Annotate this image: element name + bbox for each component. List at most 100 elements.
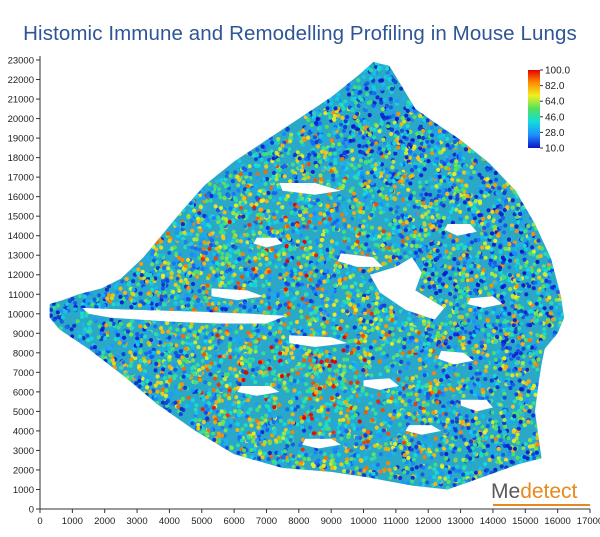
cell-point bbox=[343, 162, 348, 167]
cell-point bbox=[267, 157, 272, 162]
cell-point bbox=[483, 190, 489, 196]
cell-point bbox=[503, 295, 508, 300]
cell-point bbox=[377, 359, 382, 364]
cell-point bbox=[304, 126, 309, 131]
cell-point bbox=[136, 282, 141, 287]
cell-point bbox=[257, 230, 262, 235]
cell-point bbox=[403, 402, 408, 407]
cell-point bbox=[318, 249, 323, 254]
cell-point bbox=[99, 317, 104, 322]
cell-point bbox=[192, 208, 197, 213]
cell-point bbox=[274, 177, 279, 182]
cell-point bbox=[305, 389, 310, 394]
cell-point bbox=[434, 355, 439, 360]
cell-point bbox=[70, 334, 75, 339]
cell-point bbox=[184, 293, 189, 298]
cell-point bbox=[139, 261, 144, 266]
cell-point bbox=[505, 353, 510, 358]
cell-point bbox=[434, 448, 439, 453]
cell-point bbox=[232, 367, 237, 372]
cell-point bbox=[345, 87, 350, 92]
cell-point bbox=[362, 198, 367, 203]
cell-point bbox=[486, 399, 491, 405]
cell-point bbox=[458, 217, 463, 222]
cell-point bbox=[354, 466, 359, 471]
cell-point bbox=[374, 141, 379, 146]
cell-point bbox=[420, 472, 425, 477]
cell-point bbox=[552, 333, 557, 338]
cell-point bbox=[326, 313, 331, 318]
cell-point bbox=[453, 440, 458, 445]
cell-point bbox=[155, 374, 160, 379]
cell-point bbox=[365, 205, 370, 210]
cell-point bbox=[295, 466, 300, 471]
cell-point bbox=[267, 221, 272, 226]
cell-point bbox=[427, 465, 432, 470]
cell-point bbox=[343, 442, 349, 447]
cell-point bbox=[440, 234, 445, 240]
cell-point bbox=[242, 267, 247, 272]
cell-point bbox=[294, 460, 299, 465]
cell-point bbox=[228, 354, 233, 360]
cell-point bbox=[63, 309, 68, 314]
cell-point bbox=[130, 325, 135, 330]
cell-point bbox=[397, 396, 402, 401]
cell-point bbox=[230, 393, 235, 398]
cell-point bbox=[507, 311, 512, 316]
cell-point bbox=[440, 464, 445, 469]
cell-point bbox=[69, 327, 74, 332]
cell-point bbox=[395, 356, 400, 362]
cell-point bbox=[491, 310, 496, 315]
cell-point bbox=[334, 241, 339, 246]
cell-point bbox=[318, 139, 323, 144]
cell-point bbox=[556, 311, 562, 316]
cell-point bbox=[308, 213, 313, 218]
cell-point bbox=[188, 231, 193, 237]
cell-point bbox=[209, 186, 214, 191]
cell-point bbox=[242, 358, 247, 363]
cell-point bbox=[467, 258, 472, 263]
cell-point bbox=[149, 281, 154, 286]
cell-point bbox=[128, 350, 133, 355]
cell-point bbox=[535, 432, 540, 437]
cell-point bbox=[345, 357, 350, 362]
cell-point bbox=[384, 324, 389, 329]
cell-point bbox=[302, 456, 307, 462]
cell-point bbox=[343, 137, 348, 142]
cell-point bbox=[138, 291, 143, 296]
cell-point bbox=[353, 375, 358, 380]
cell-point bbox=[77, 334, 82, 339]
cell-point bbox=[188, 209, 193, 214]
cell-point bbox=[361, 473, 367, 478]
cell-point bbox=[525, 456, 530, 461]
cell-point bbox=[531, 273, 536, 278]
cell-point bbox=[532, 456, 537, 461]
cell-point bbox=[366, 100, 371, 105]
cell-point bbox=[401, 146, 406, 151]
cell-point bbox=[392, 184, 397, 189]
cell-point bbox=[502, 443, 507, 448]
cell-point bbox=[440, 321, 445, 326]
cell-point bbox=[381, 82, 386, 87]
cell-point bbox=[346, 238, 351, 243]
cell-point bbox=[443, 322, 448, 327]
cell-point bbox=[261, 351, 266, 356]
cell-point bbox=[441, 226, 446, 231]
cell-point bbox=[262, 228, 267, 233]
cell-point bbox=[209, 361, 214, 366]
cell-point bbox=[420, 284, 425, 289]
cell-point bbox=[511, 314, 516, 319]
cell-point bbox=[261, 293, 266, 299]
cell-point bbox=[484, 435, 489, 440]
cell-point bbox=[531, 222, 536, 227]
cell-point bbox=[252, 331, 257, 337]
cell-point bbox=[277, 384, 282, 389]
cell-point bbox=[531, 232, 536, 237]
cell-point bbox=[330, 359, 335, 364]
cell-point bbox=[216, 351, 222, 356]
cell-point bbox=[393, 133, 398, 138]
cell-point bbox=[507, 242, 512, 247]
cell-point bbox=[304, 198, 309, 203]
cell-point bbox=[344, 154, 349, 159]
cell-point bbox=[550, 317, 556, 322]
